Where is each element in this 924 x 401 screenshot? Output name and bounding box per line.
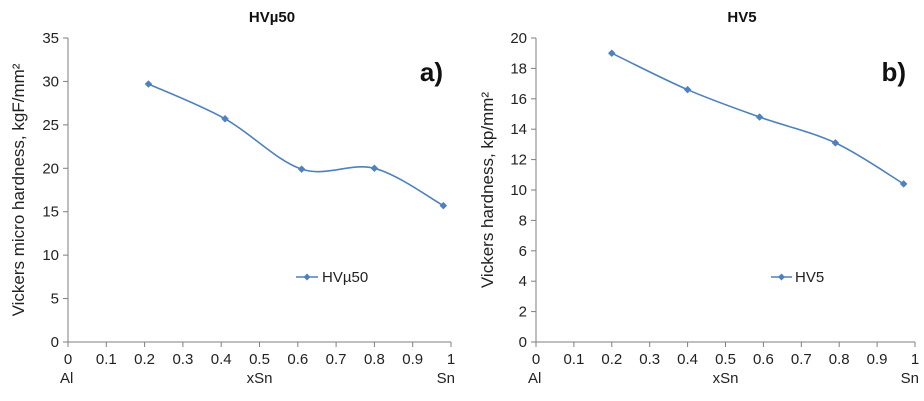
y-tick-label: 18 — [510, 60, 527, 77]
y-axis-title: Vickers hardness, kp/mm² — [478, 92, 497, 289]
x-tick-label: 1 — [447, 351, 455, 368]
y-tick-label: 8 — [519, 212, 527, 229]
data-point-marker — [684, 86, 691, 93]
x-end-label-left: Al — [528, 370, 541, 387]
x-tick-label: 0.9 — [867, 351, 888, 368]
data-point-marker — [298, 166, 305, 173]
y-tick-label: 4 — [519, 273, 527, 290]
x-end-label-left: Al — [60, 370, 73, 387]
y-tick-label: 0 — [519, 334, 527, 351]
panel-label: a) — [420, 57, 443, 87]
y-tick-label: 5 — [51, 291, 59, 308]
data-point-marker — [371, 165, 378, 172]
series-line — [148, 84, 443, 206]
y-tick-label: 10 — [42, 247, 59, 264]
y-tick-label: 2 — [519, 304, 527, 321]
x-end-label-right: Sn — [901, 370, 919, 387]
x-end-label-right: Sn — [437, 370, 455, 387]
data-point-marker — [145, 81, 152, 88]
y-tick-label: 10 — [510, 182, 527, 199]
x-tick-label: 0.7 — [326, 351, 347, 368]
y-tick-label: 12 — [510, 152, 527, 169]
x-axis-title: xSn — [713, 370, 739, 387]
x-tick-label: 0.2 — [134, 351, 155, 368]
x-tick-label: 0.3 — [172, 351, 193, 368]
data-point-marker — [440, 202, 447, 209]
y-tick-label: 30 — [42, 73, 59, 90]
data-point-marker — [608, 50, 615, 57]
y-tick-label: 6 — [519, 243, 527, 260]
legend-marker-swatch — [304, 274, 311, 281]
x-tick-label: 0.6 — [287, 351, 308, 368]
y-tick-label: 25 — [42, 117, 59, 134]
y-tick-label: 14 — [510, 121, 527, 138]
y-tick-label: 15 — [42, 204, 59, 221]
x-tick-label: 0.5 — [249, 351, 270, 368]
x-tick-label: 1 — [911, 351, 919, 368]
x-tick-label: 0.5 — [715, 351, 736, 368]
x-tick-label: 0 — [532, 351, 540, 368]
y-tick-label: 20 — [42, 160, 59, 177]
x-tick-label: 0.6 — [753, 351, 774, 368]
data-point-marker — [832, 139, 839, 146]
data-point-marker — [222, 115, 229, 122]
x-tick-label: 0.4 — [677, 351, 698, 368]
x-tick-label: 0.3 — [639, 351, 660, 368]
legend-label: HV5 — [795, 269, 824, 286]
y-axis-title: Vickers micro hardness, kgF/mm² — [9, 63, 28, 316]
x-tick-label: 0.8 — [364, 351, 385, 368]
data-point-marker — [756, 114, 763, 121]
x-tick-label: 0.1 — [96, 351, 117, 368]
x-tick-label: 0.4 — [211, 351, 232, 368]
x-tick-label: 0.7 — [791, 351, 812, 368]
legend-label: HVµ50 — [322, 269, 368, 286]
y-tick-label: 20 — [510, 30, 527, 47]
panel-label: b) — [881, 57, 906, 87]
y-tick-label: 16 — [510, 91, 527, 108]
chart-title: HV5 — [727, 9, 756, 26]
x-tick-label: 0.1 — [563, 351, 584, 368]
y-tick-label: 35 — [42, 30, 59, 47]
y-tick-label: 0 — [51, 334, 59, 351]
x-tick-label: 0.8 — [829, 351, 850, 368]
x-tick-label: 0.9 — [402, 351, 423, 368]
legend-marker-swatch — [778, 274, 785, 281]
x-tick-label: 0 — [64, 351, 72, 368]
x-axis-title: xSn — [247, 370, 273, 387]
chart-title: HVµ50 — [249, 9, 295, 26]
x-tick-label: 0.2 — [601, 351, 622, 368]
